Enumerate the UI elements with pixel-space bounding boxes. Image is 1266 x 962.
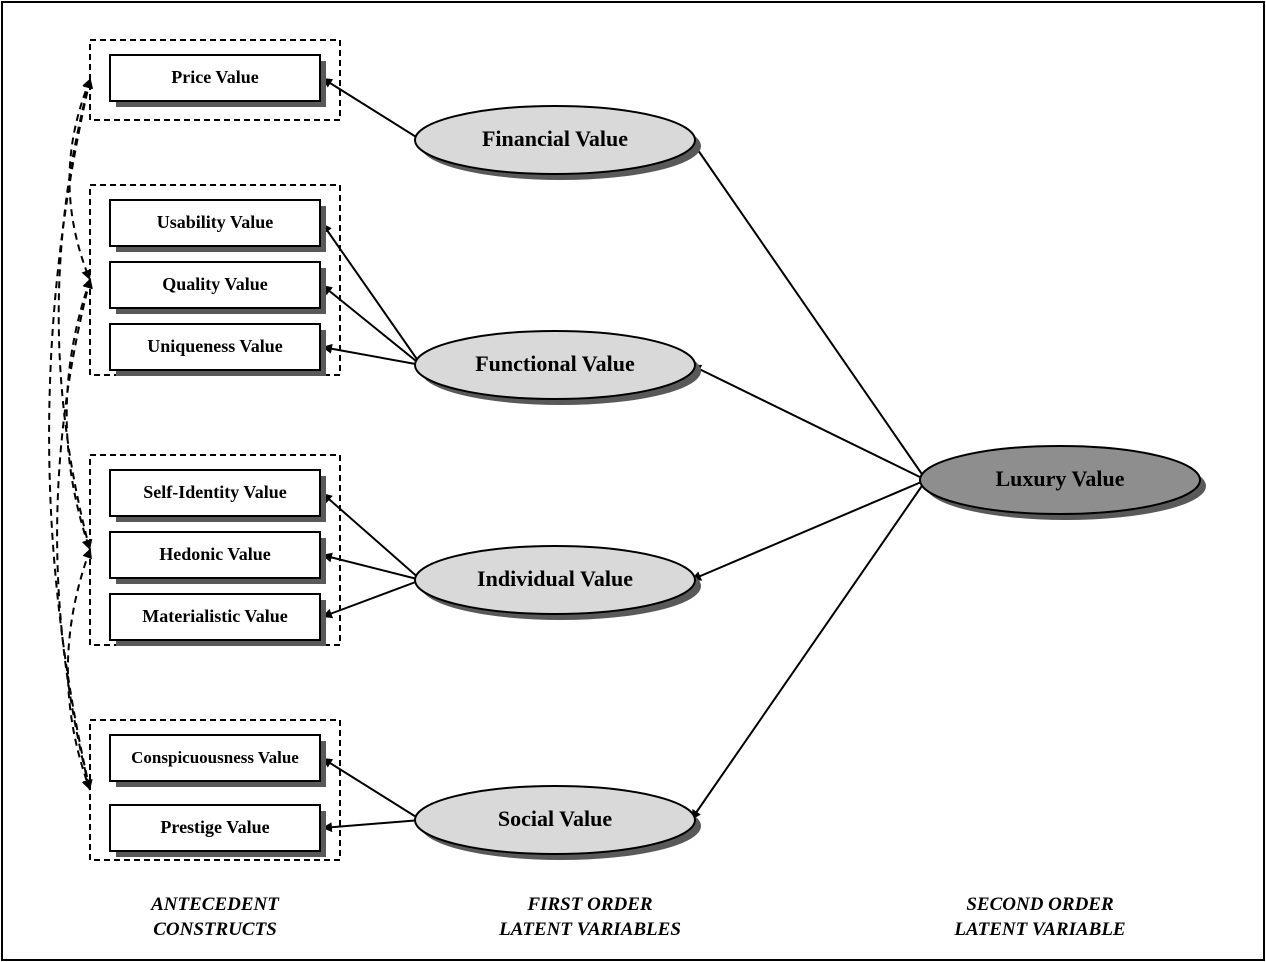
box-label-selfidentity: Self-Identity Value [143,482,287,502]
box-label-hedonic: Hedonic Value [159,544,271,564]
column-label-first_order-line2: LATENT VARIABLES [498,919,681,940]
column-label-second_order-line1: SECOND ORDER [966,894,1113,915]
box-label-usability: Usability Value [157,212,274,232]
box-label-prestige: Prestige Value [160,817,269,837]
column-label-antecedent-line1: ANTECEDENT [150,894,280,915]
column-label-antecedent-line2: CONSTRUCTS [153,919,277,940]
box-label-price: Price Value [171,67,259,87]
box-label-uniqueness: Uniqueness Value [147,336,283,356]
box-label-conspicuous: Conspicuousness Value [131,748,299,767]
ellipse-label-financial: Financial Value [482,126,628,151]
ellipse-label-individual: Individual Value [477,566,633,591]
ellipse-label-social: Social Value [498,806,613,831]
box-label-materialistic: Materialistic Value [142,606,287,626]
ellipse-label-luxury: Luxury Value [996,466,1125,491]
column-label-first_order-line1: FIRST ORDER [526,894,652,915]
box-label-quality: Quality Value [162,274,268,294]
column-label-second_order-line2: LATENT VARIABLE [953,919,1125,940]
ellipse-label-functional: Functional Value [475,351,635,376]
luxury-value-diagram: Price Value Usability Value Quality Value U… [0,0,1266,962]
